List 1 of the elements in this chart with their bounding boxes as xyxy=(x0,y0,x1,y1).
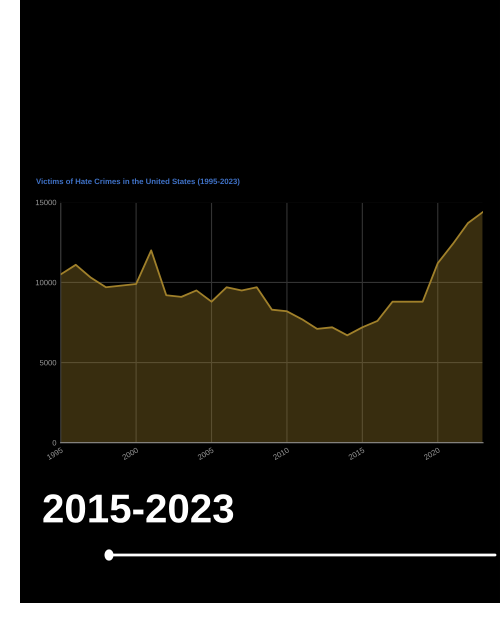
text: 2015-2023 xyxy=(43,494,234,523)
